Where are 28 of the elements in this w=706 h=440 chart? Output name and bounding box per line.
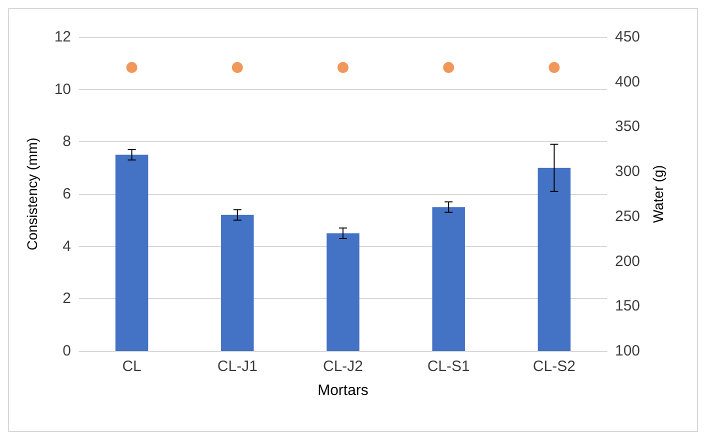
bar [538,168,571,351]
bar [221,214,254,351]
y2-tick-label: 200 [615,252,640,270]
y2-tick-label: 400 [615,73,640,90]
y2-tick-label: 250 [615,208,640,225]
y2-tick-label: 300 [615,163,640,180]
x-tick-label: CL-J2 [322,358,364,375]
y-tick-label: 12 [54,28,71,46]
y2-tick-label: 450 [615,28,640,46]
y-tick-label: 6 [62,186,71,202]
y-tick-label: 8 [62,133,71,150]
y2-tick-label: 100 [615,342,640,360]
y2-tick-label: 150 [615,298,640,315]
bar [115,154,148,351]
y2-axis-title: Water (g) [650,165,666,223]
bar [432,207,465,351]
x-axis-title: Mortars [318,382,368,399]
y-tick-label: 4 [62,238,71,255]
y-tick-label: 0 [62,342,71,360]
y-tick-label: 2 [62,290,71,308]
y-tick-label: 10 [54,80,71,98]
y-axis-title: Consistency (mm) [24,138,40,250]
bar [326,233,360,351]
x-tick-label: CL-S2 [532,358,576,375]
x-tick-label: CL [122,358,142,375]
x-tick-label: CL-J1 [217,358,258,375]
y2-tick-label: 350 [615,118,640,136]
x-tick-label: CL-S1 [427,358,470,375]
